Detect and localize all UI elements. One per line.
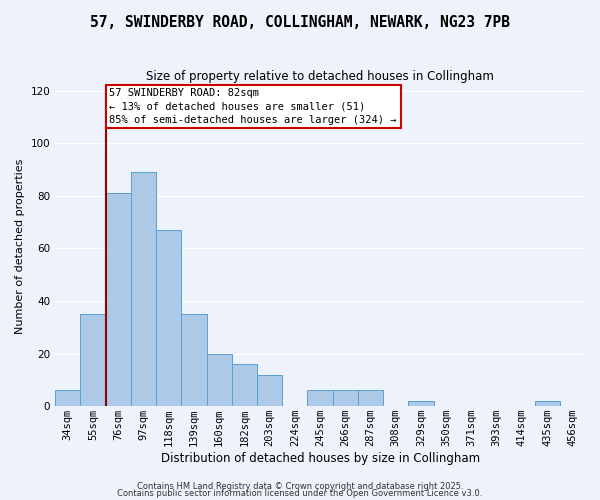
X-axis label: Distribution of detached houses by size in Collingham: Distribution of detached houses by size …: [161, 452, 479, 465]
Bar: [206, 354, 232, 406]
Title: Size of property relative to detached houses in Collingham: Size of property relative to detached ho…: [146, 70, 494, 83]
Bar: [106, 194, 131, 406]
Bar: [232, 364, 257, 406]
Bar: [156, 230, 181, 406]
Text: 57 SWINDERBY ROAD: 82sqm
← 13% of detached houses are smaller (51)
85% of semi-d: 57 SWINDERBY ROAD: 82sqm ← 13% of detach…: [109, 88, 397, 124]
Bar: [131, 172, 156, 406]
Text: 57, SWINDERBY ROAD, COLLINGHAM, NEWARK, NG23 7PB: 57, SWINDERBY ROAD, COLLINGHAM, NEWARK, …: [90, 15, 510, 30]
Text: Contains HM Land Registry data © Crown copyright and database right 2025.: Contains HM Land Registry data © Crown c…: [137, 482, 463, 491]
Bar: [358, 390, 383, 406]
Bar: [257, 374, 282, 406]
Text: Contains public sector information licensed under the Open Government Licence v3: Contains public sector information licen…: [118, 490, 482, 498]
Bar: [55, 390, 80, 406]
Bar: [409, 401, 434, 406]
Bar: [307, 390, 332, 406]
Bar: [181, 314, 206, 406]
Bar: [535, 401, 560, 406]
Bar: [80, 314, 106, 406]
Bar: [332, 390, 358, 406]
Y-axis label: Number of detached properties: Number of detached properties: [15, 158, 25, 334]
